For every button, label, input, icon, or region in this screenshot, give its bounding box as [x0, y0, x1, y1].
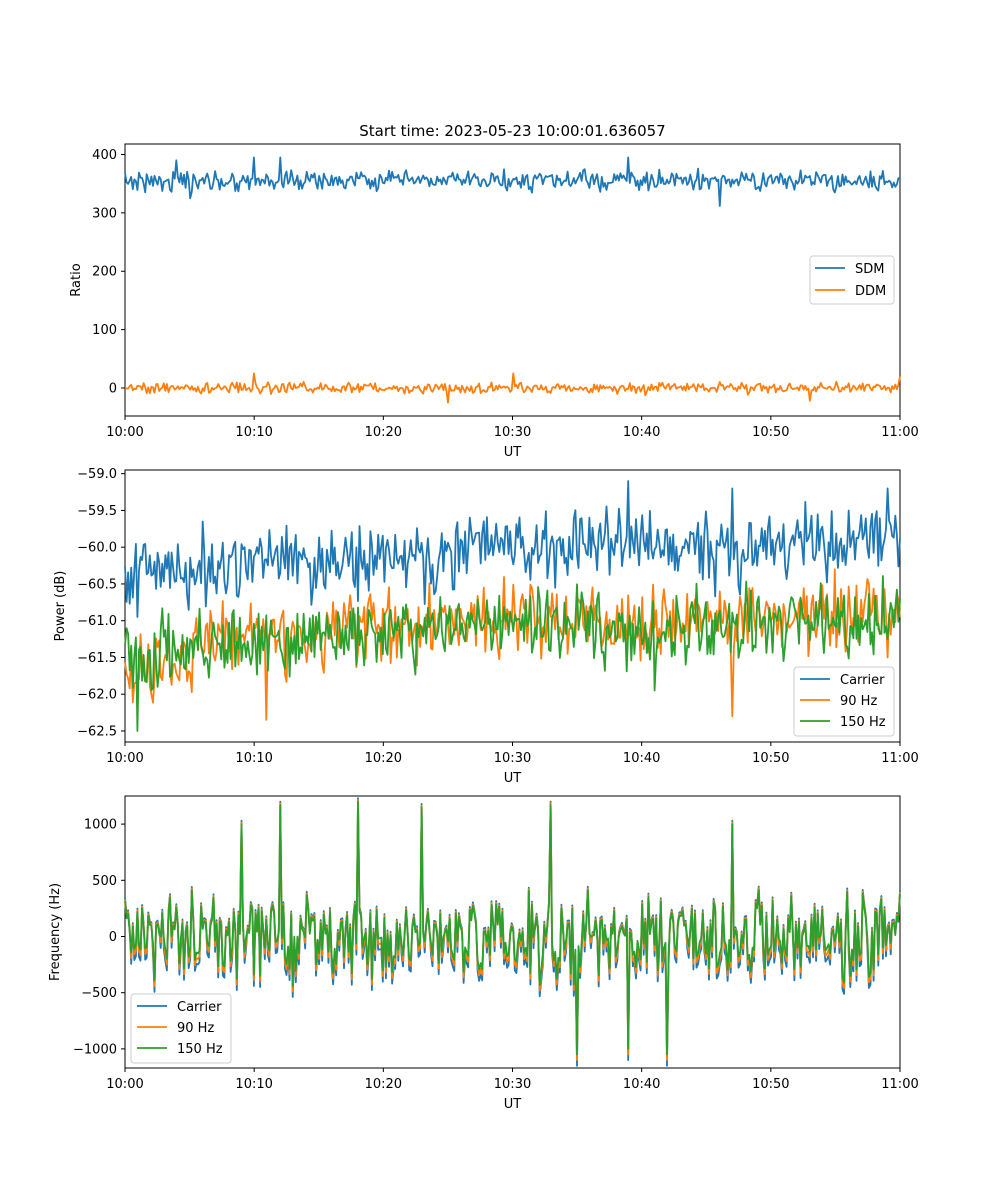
x-tick-label: 10:00 — [106, 751, 143, 766]
power-ticks: 10:00 10:10 10:20 10:30 10:40 10:50 11:00 −59.0… — [77, 467, 919, 766]
y-tick-label: 100 — [92, 323, 117, 338]
y-tick-label: −59.0 — [77, 467, 117, 482]
y-tick-label: 0 — [109, 381, 117, 396]
series-line-carrier — [124, 480, 901, 618]
x-tick-label: 10:30 — [494, 751, 531, 766]
chart-title: Start time: 2023-05-23 10:00:01.636057 — [359, 122, 665, 140]
y-tick-label: 400 — [92, 148, 117, 163]
legend-label-90hz: 90 Hz — [177, 1021, 214, 1036]
series-line-150-hz — [124, 800, 901, 1056]
ratio-legend: SDM DDM — [809, 255, 895, 305]
y-tick-label: −61.0 — [77, 614, 117, 629]
x-tick-label: 10:30 — [494, 1077, 531, 1092]
series-line-sdm — [124, 156, 901, 207]
power-x-axis-label: UT — [504, 771, 522, 786]
x-tick-label: 10:50 — [752, 751, 789, 766]
frequency-ticks: 10:00 10:10 10:20 10:30 10:40 10:50 11:00 1000 5… — [73, 818, 919, 1092]
x-tick-label: 10:00 — [106, 425, 143, 440]
ratio-x-axis-label: UT — [504, 445, 522, 460]
y-tick-label: −61.5 — [77, 651, 117, 666]
x-tick-label: 10:00 — [106, 1077, 143, 1092]
y-tick-label: −62.0 — [77, 688, 117, 703]
y-tick-label: −500 — [81, 986, 117, 1001]
y-tick-label: −59.5 — [77, 504, 117, 519]
x-tick-label: 11:00 — [881, 425, 918, 440]
y-tick-label: 0 — [109, 930, 117, 945]
frequency-legend-box — [130, 993, 232, 1064]
x-tick-label: 10:40 — [623, 751, 660, 766]
power-y-axis-label: Power (dB) — [53, 571, 68, 642]
legend-label-90hz: 90 Hz — [840, 694, 877, 709]
x-tick-label: 10:20 — [365, 1077, 402, 1092]
x-tick-label: 10:10 — [235, 1077, 272, 1092]
x-tick-label: 10:40 — [623, 425, 660, 440]
x-tick-label: 10:20 — [365, 751, 402, 766]
y-tick-label: −60.5 — [77, 577, 117, 592]
x-tick-label: 10:50 — [752, 425, 789, 440]
series-line-ddm — [124, 372, 901, 404]
power-legend-box — [793, 666, 895, 737]
frequency-series-lines — [124, 797, 901, 1067]
ratio-ticks: 10:00 10:10 10:20 10:30 10:40 10:50 11:00 0 100 2… — [92, 148, 919, 440]
x-tick-label: 10:50 — [752, 1077, 789, 1092]
ratio-y-axis-label: Ratio — [69, 263, 84, 296]
x-tick-label: 10:30 — [494, 425, 531, 440]
y-tick-label: 300 — [92, 206, 117, 221]
legend-label-sdm: SDM — [855, 262, 884, 277]
x-tick-label: 11:00 — [881, 751, 918, 766]
y-tick-label: 1000 — [84, 818, 117, 833]
frequency-x-axis-label: UT — [504, 1097, 522, 1112]
x-tick-label: 10:40 — [623, 1077, 660, 1092]
ratio-panel: Start time: 2023-05-23 10:00:01.636057 1… — [69, 122, 919, 460]
series-line-150-hz — [124, 575, 901, 732]
x-tick-label: 11:00 — [881, 1077, 918, 1092]
legend-label-carrier: Carrier — [840, 673, 885, 688]
y-tick-label: −1000 — [73, 1042, 117, 1057]
x-tick-label: 10:20 — [365, 425, 402, 440]
ratio-series-lines — [124, 156, 901, 404]
x-tick-label: 10:10 — [235, 751, 272, 766]
x-tick-label: 10:10 — [235, 425, 272, 440]
y-tick-label: 500 — [92, 874, 117, 889]
frequency-y-axis-label: Frequency (Hz) — [48, 883, 63, 981]
power-panel: 10:00 10:10 10:20 10:30 10:40 10:50 11:00 −59.0… — [53, 467, 919, 786]
power-series-lines — [124, 480, 901, 732]
legend-label-ddm: DDM — [855, 284, 886, 299]
power-legend: Carrier 90 Hz 150 Hz — [793, 666, 895, 737]
legend-label-150hz: 150 Hz — [840, 715, 886, 730]
y-tick-label: −62.5 — [77, 724, 117, 739]
y-tick-label: −60.0 — [77, 541, 117, 556]
frequency-legend: Carrier 90 Hz 150 Hz — [130, 993, 232, 1064]
y-tick-label: 200 — [92, 265, 117, 280]
legend-label-carrier: Carrier — [177, 1000, 222, 1015]
legend-label-150hz: 150 Hz — [177, 1042, 223, 1057]
frequency-panel: 10:00 10:10 10:20 10:30 10:40 10:50 11:00 1000 5… — [48, 795, 919, 1112]
